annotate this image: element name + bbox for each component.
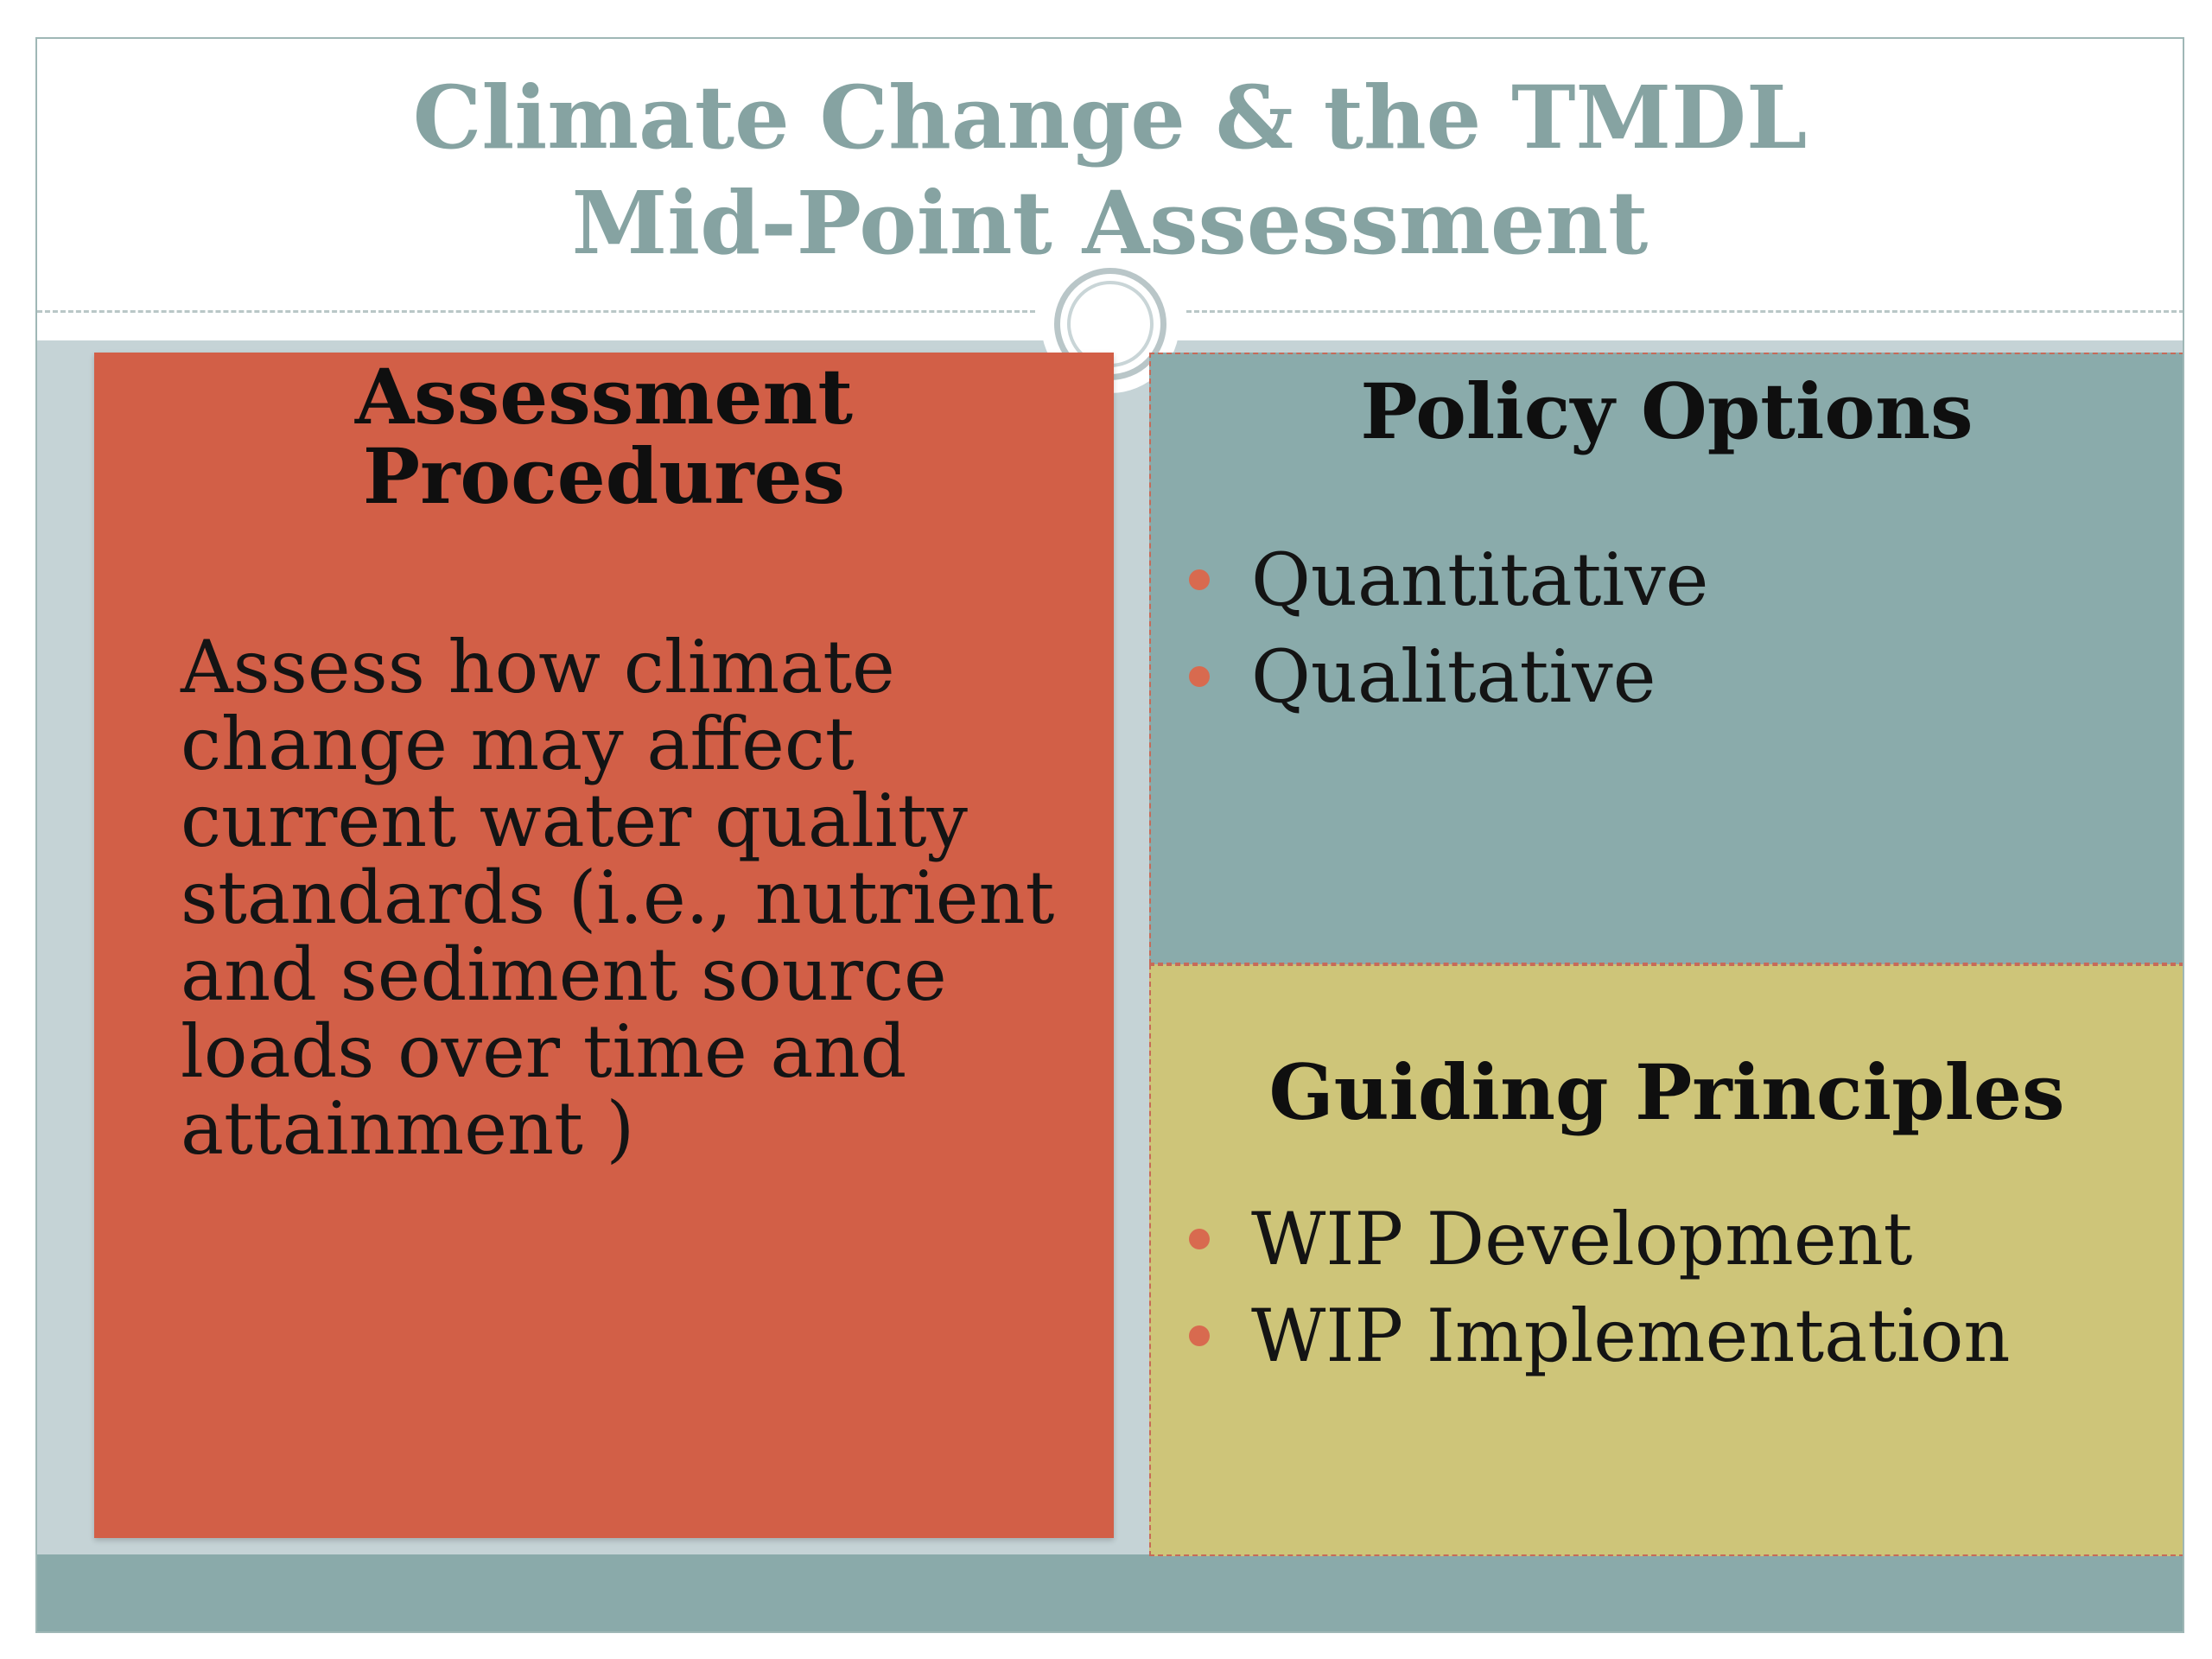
- list-item: Qualitative: [1182, 628, 1708, 725]
- assessment-procedures-body: Assess how climate change may affect cur…: [181, 625, 1055, 1171]
- guiding-principles-heading: Guiding Principles: [1268, 1047, 2065, 1137]
- list-item-label: WIP Implementation: [1251, 1294, 2011, 1378]
- guiding-principles-list: WIP Development WIP Implementation: [1182, 1191, 2011, 1384]
- list-item: WIP Implementation: [1182, 1287, 2011, 1384]
- bullet-dot-icon: [1189, 569, 1210, 590]
- assessment-heading-line-1: Assessment: [354, 352, 854, 442]
- assessment-procedures-panel: Assessment Procedures Assess how climate…: [94, 353, 1114, 1538]
- list-item-label: Qualitative: [1251, 634, 1656, 719]
- slide: Climate Change & the TMDL Mid-Point Asse…: [35, 37, 2184, 1633]
- bullet-dot-icon: [1189, 1229, 1210, 1249]
- policy-options-list: Quantitative Qualitative: [1182, 531, 1708, 725]
- policy-options-heading: Policy Options: [1360, 366, 1974, 456]
- assessment-procedures-heading: Assessment Procedures: [94, 357, 1114, 516]
- title-divider-right: [1186, 310, 2183, 313]
- list-item: Quantitative: [1182, 531, 1708, 628]
- assessment-heading-line-2: Procedures: [362, 431, 846, 521]
- list-item-label: WIP Development: [1251, 1197, 1913, 1281]
- title-divider-left: [37, 310, 1035, 313]
- slide-title: Climate Change & the TMDL Mid-Point Asse…: [37, 65, 2183, 276]
- list-item: WIP Development: [1182, 1191, 2011, 1287]
- footer-band: [37, 1554, 2183, 1631]
- guiding-principles-panel: Guiding Principles WIP Development WIP I…: [1149, 964, 2183, 1556]
- policy-options-panel: Policy Options Quantitative Qualitative: [1149, 353, 2183, 964]
- list-item-label: Quantitative: [1251, 537, 1709, 622]
- slide-title-line-1: Climate Change & the TMDL: [412, 67, 1808, 168]
- bullet-dot-icon: [1189, 1325, 1210, 1346]
- bullet-dot-icon: [1189, 666, 1210, 687]
